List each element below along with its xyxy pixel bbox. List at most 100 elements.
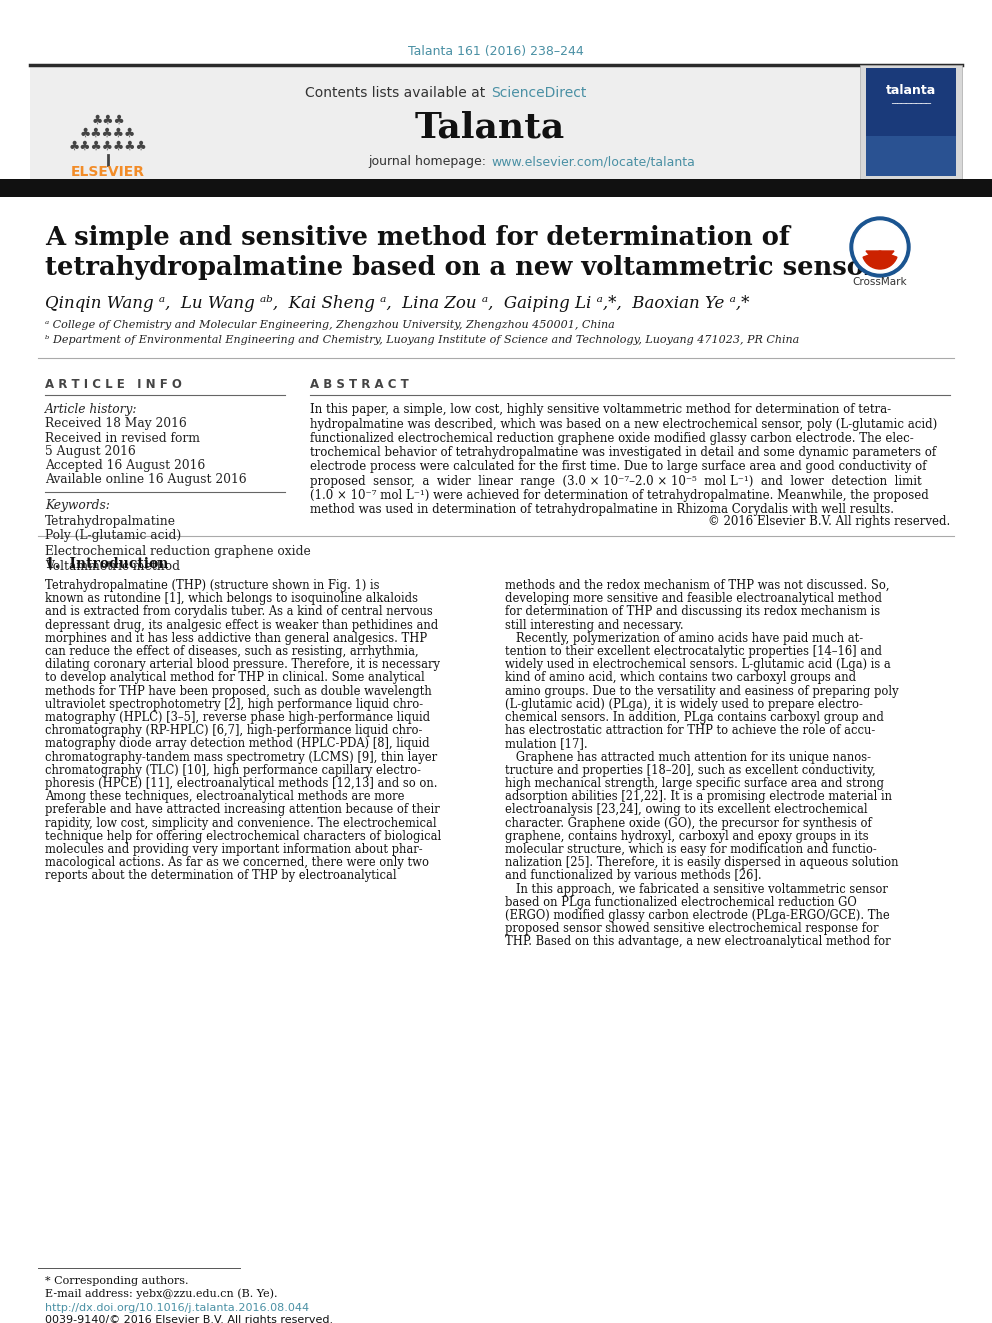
- Text: http://dx.doi.org/10.1016/j.talanta.2016.08.044: http://dx.doi.org/10.1016/j.talanta.2016…: [45, 1303, 310, 1312]
- Wedge shape: [863, 251, 897, 269]
- Text: technique help for offering electrochemical characters of biological: technique help for offering electrochemi…: [45, 830, 441, 843]
- Text: Among these techniques, electroanalytical methods are more: Among these techniques, electroanalytica…: [45, 790, 405, 803]
- Text: methods for THP have been proposed, such as double wavelength: methods for THP have been proposed, such…: [45, 685, 432, 697]
- Text: Tetrahydropalmatine: Tetrahydropalmatine: [45, 515, 176, 528]
- Bar: [866, 67, 956, 176]
- Text: tructure and properties [18–20], such as excellent conductivity,: tructure and properties [18–20], such as…: [505, 763, 876, 777]
- Text: Qinqin Wang ᵃ,  Lu Wang ᵃᵇ,  Kai Sheng ᵃ,  Lina Zou ᵃ,  Gaiping Li ᵃ,*,  Baoxian: Qinqin Wang ᵃ, Lu Wang ᵃᵇ, Kai Sheng ᵃ, …: [45, 295, 750, 311]
- Text: journal homepage:: journal homepage:: [368, 156, 490, 168]
- Text: Talanta 161 (2016) 238–244: Talanta 161 (2016) 238–244: [408, 45, 584, 58]
- Text: known as rutondine [1], which belongs to isoquinoline alkaloids: known as rutondine [1], which belongs to…: [45, 593, 418, 606]
- Text: E-mail address: yebx@zzu.edu.cn (B. Ye).: E-mail address: yebx@zzu.edu.cn (B. Ye).: [45, 1289, 278, 1299]
- Text: hydropalmatine was described, which was based on a new electrochemical sensor, p: hydropalmatine was described, which was …: [310, 418, 937, 431]
- Text: (ERGO) modified glassy carbon electrode (PLga-ERGO/GCE). The: (ERGO) modified glassy carbon electrode …: [505, 909, 890, 922]
- Text: amino groups. Due to the versatility and easiness of preparing poly: amino groups. Due to the versatility and…: [505, 685, 899, 697]
- Text: still interesting and necessary.: still interesting and necessary.: [505, 619, 683, 631]
- Text: rapidity, low cost, simplicity and convenience. The electrochemical: rapidity, low cost, simplicity and conve…: [45, 816, 436, 830]
- Bar: [30, 65, 860, 180]
- Text: proposed  sensor,  a  wider  linear  range  (3.0 × 10⁻⁷–2.0 × 10⁻⁵  mol L⁻¹)  an: proposed sensor, a wider linear range (3…: [310, 475, 922, 487]
- Text: ᵃ College of Chemistry and Molecular Engineering, Zhengzhou University, Zhengzho: ᵃ College of Chemistry and Molecular Eng…: [45, 320, 615, 329]
- Text: (L-glutamic acid) (PLga), it is widely used to prepare electro-: (L-glutamic acid) (PLga), it is widely u…: [505, 699, 863, 710]
- Bar: [866, 136, 956, 176]
- Text: In this paper, a simple, low cost, highly sensitive voltammetric method for dete: In this paper, a simple, low cost, highl…: [310, 404, 891, 417]
- Text: proposed sensor showed sensitive electrochemical response for: proposed sensor showed sensitive electro…: [505, 922, 879, 935]
- Text: depressant drug, its analgesic effect is weaker than pethidines and: depressant drug, its analgesic effect is…: [45, 619, 438, 631]
- Text: dilating coronary arterial blood pressure. Therefore, it is necessary: dilating coronary arterial blood pressur…: [45, 659, 440, 671]
- Text: tention to their excellent electrocatalytic properties [14–16] and: tention to their excellent electrocataly…: [505, 646, 882, 658]
- Text: molecular structure, which is easy for modification and functio-: molecular structure, which is easy for m…: [505, 843, 877, 856]
- Text: electrode process were calculated for the first time. Due to large surface area : electrode process were calculated for th…: [310, 460, 927, 474]
- Text: chemical sensors. In addition, PLga contains carboxyl group and: chemical sensors. In addition, PLga cont…: [505, 710, 884, 724]
- Text: Article history:: Article history:: [45, 404, 138, 417]
- Circle shape: [850, 217, 910, 277]
- Text: graphene, contains hydroxyl, carboxyl and epoxy groups in its: graphene, contains hydroxyl, carboxyl an…: [505, 830, 869, 843]
- Text: ────────: ────────: [891, 98, 931, 107]
- Text: and functionalized by various methods [26].: and functionalized by various methods [2…: [505, 869, 762, 882]
- Text: A B S T R A C T: A B S T R A C T: [310, 378, 409, 392]
- Text: 1.  Introduction: 1. Introduction: [45, 557, 169, 570]
- Text: Contents lists available at: Contents lists available at: [306, 86, 490, 101]
- Text: methods and the redox mechanism of THP was not discussed. So,: methods and the redox mechanism of THP w…: [505, 579, 890, 593]
- Text: developing more sensitive and feasible electroanalytical method: developing more sensitive and feasible e…: [505, 593, 882, 606]
- Text: adsorption abilities [21,22]. It is a promising electrode material in: adsorption abilities [21,22]. It is a pr…: [505, 790, 892, 803]
- Text: A R T I C L E   I N F O: A R T I C L E I N F O: [45, 378, 182, 392]
- Text: Accepted 16 August 2016: Accepted 16 August 2016: [45, 459, 205, 472]
- Text: ♣♣♣
♣♣♣♣♣
♣♣♣♣♣♣♣: ♣♣♣ ♣♣♣♣♣ ♣♣♣♣♣♣♣: [68, 114, 148, 152]
- Text: electroanalysis [23,24], owing to its excellent electrochemical: electroanalysis [23,24], owing to its ex…: [505, 803, 868, 816]
- Text: Received 18 May 2016: Received 18 May 2016: [45, 418, 186, 430]
- Text: ELSEVIER: ELSEVIER: [71, 165, 145, 179]
- Text: to develop analytical method for THP in clinical. Some analytical: to develop analytical method for THP in …: [45, 672, 425, 684]
- Text: matography (HPLC) [3–5], reverse phase high-performance liquid: matography (HPLC) [3–5], reverse phase h…: [45, 710, 431, 724]
- Circle shape: [854, 221, 906, 273]
- Text: (1.0 × 10⁻⁷ mol L⁻¹) were achieved for determination of tetrahydropalmatine. Mea: (1.0 × 10⁻⁷ mol L⁻¹) were achieved for d…: [310, 488, 929, 501]
- Text: Available online 16 August 2016: Available online 16 August 2016: [45, 474, 247, 487]
- Text: A simple and sensitive method for determination of: A simple and sensitive method for determ…: [45, 225, 790, 250]
- Text: high mechanical strength, large specific surface area and strong: high mechanical strength, large specific…: [505, 777, 884, 790]
- Text: morphines and it has less addictive than general analgesics. THP: morphines and it has less addictive than…: [45, 632, 428, 644]
- Text: Received in revised form: Received in revised form: [45, 431, 200, 445]
- Text: chromatography (RP-HPLC) [6,7], high-performance liquid chro-: chromatography (RP-HPLC) [6,7], high-per…: [45, 724, 423, 737]
- Text: www.elsevier.com/locate/talanta: www.elsevier.com/locate/talanta: [491, 156, 694, 168]
- Text: phoresis (HPCE) [11], electroanalytical methods [12,13] and so on.: phoresis (HPCE) [11], electroanalytical …: [45, 777, 437, 790]
- Text: ultraviolet spectrophotometry [2], high performance liquid chro-: ultraviolet spectrophotometry [2], high …: [45, 699, 424, 710]
- Text: In this approach, we fabricated a sensitive voltammetric sensor: In this approach, we fabricated a sensit…: [505, 882, 888, 896]
- Text: trochemical behavior of tetrahydropalmatine was investigated in detail and some : trochemical behavior of tetrahydropalmat…: [310, 446, 936, 459]
- Text: 5 August 2016: 5 August 2016: [45, 446, 136, 459]
- Text: method was used in determination of tetrahydropalmatine in Rhizoma Corydalis wit: method was used in determination of tetr…: [310, 503, 894, 516]
- Text: widely used in electrochemical sensors. L-glutamic acid (Lga) is a: widely used in electrochemical sensors. …: [505, 659, 891, 671]
- Text: ᵇ Department of Environmental Engineering and Chemistry, Luoyang Institute of Sc: ᵇ Department of Environmental Engineerin…: [45, 335, 800, 345]
- Text: matography diode array detection method (HPLC-PDA) [8], liquid: matography diode array detection method …: [45, 737, 430, 750]
- Text: Talanta: Talanta: [415, 111, 565, 146]
- Text: Electrochemical reduction graphene oxide: Electrochemical reduction graphene oxide: [45, 545, 310, 557]
- Bar: [0, 179, 992, 197]
- Text: tetrahydropalmatine based on a new voltammetric sensor: tetrahydropalmatine based on a new volta…: [45, 255, 878, 280]
- Text: for determination of THP and discussing its redox mechanism is: for determination of THP and discussing …: [505, 606, 880, 618]
- Polygon shape: [866, 251, 894, 267]
- Text: Poly (L-glutamic acid): Poly (L-glutamic acid): [45, 529, 182, 542]
- Text: preferable and have attracted increasing attention because of their: preferable and have attracted increasing…: [45, 803, 439, 816]
- Text: CrossMark: CrossMark: [853, 277, 908, 287]
- Text: mulation [17].: mulation [17].: [505, 737, 587, 750]
- Text: * Corresponding authors.: * Corresponding authors.: [45, 1275, 188, 1286]
- Text: can reduce the effect of diseases, such as resisting, arrhythmia,: can reduce the effect of diseases, such …: [45, 646, 419, 658]
- Text: talanta: talanta: [886, 83, 936, 97]
- Text: macological actions. As far as we concerned, there were only two: macological actions. As far as we concer…: [45, 856, 429, 869]
- Text: based on PLga functionalized electrochemical reduction GO: based on PLga functionalized electrochem…: [505, 896, 857, 909]
- Text: reports about the determination of THP by electroanalytical: reports about the determination of THP b…: [45, 869, 397, 882]
- Text: functionalized electrochemical reduction graphene oxide modified glassy carbon e: functionalized electrochemical reduction…: [310, 431, 914, 445]
- Text: © 2016 Elsevier B.V. All rights reserved.: © 2016 Elsevier B.V. All rights reserved…: [707, 515, 950, 528]
- Text: Voltammetric method: Voltammetric method: [45, 560, 180, 573]
- Text: character. Graphene oxide (GO), the precursor for synthesis of: character. Graphene oxide (GO), the prec…: [505, 816, 872, 830]
- Text: Tetrahydropalmatine (THP) (structure shown in Fig. 1) is: Tetrahydropalmatine (THP) (structure sho…: [45, 579, 380, 593]
- Text: chromatography-tandem mass spectrometry (LCMS) [9], thin layer: chromatography-tandem mass spectrometry …: [45, 750, 437, 763]
- Text: ScienceDirect: ScienceDirect: [491, 86, 586, 101]
- Text: has electrostatic attraction for THP to achieve the role of accu-: has electrostatic attraction for THP to …: [505, 724, 875, 737]
- Text: nalization [25]. Therefore, it is easily dispersed in aqueous solution: nalization [25]. Therefore, it is easily…: [505, 856, 899, 869]
- Bar: [860, 65, 962, 180]
- Text: THP. Based on this advantage, a new electroanalytical method for: THP. Based on this advantage, a new elec…: [505, 935, 891, 949]
- Text: Graphene has attracted much attention for its unique nanos-: Graphene has attracted much attention fo…: [505, 750, 871, 763]
- Text: molecules and providing very important information about phar-: molecules and providing very important i…: [45, 843, 423, 856]
- Text: 0039-9140/© 2016 Elsevier B.V. All rights reserved.: 0039-9140/© 2016 Elsevier B.V. All right…: [45, 1315, 333, 1323]
- Text: chromatography (TLC) [10], high performance capillary electro-: chromatography (TLC) [10], high performa…: [45, 763, 421, 777]
- Text: and is extracted from corydalis tuber. As a kind of central nervous: and is extracted from corydalis tuber. A…: [45, 606, 433, 618]
